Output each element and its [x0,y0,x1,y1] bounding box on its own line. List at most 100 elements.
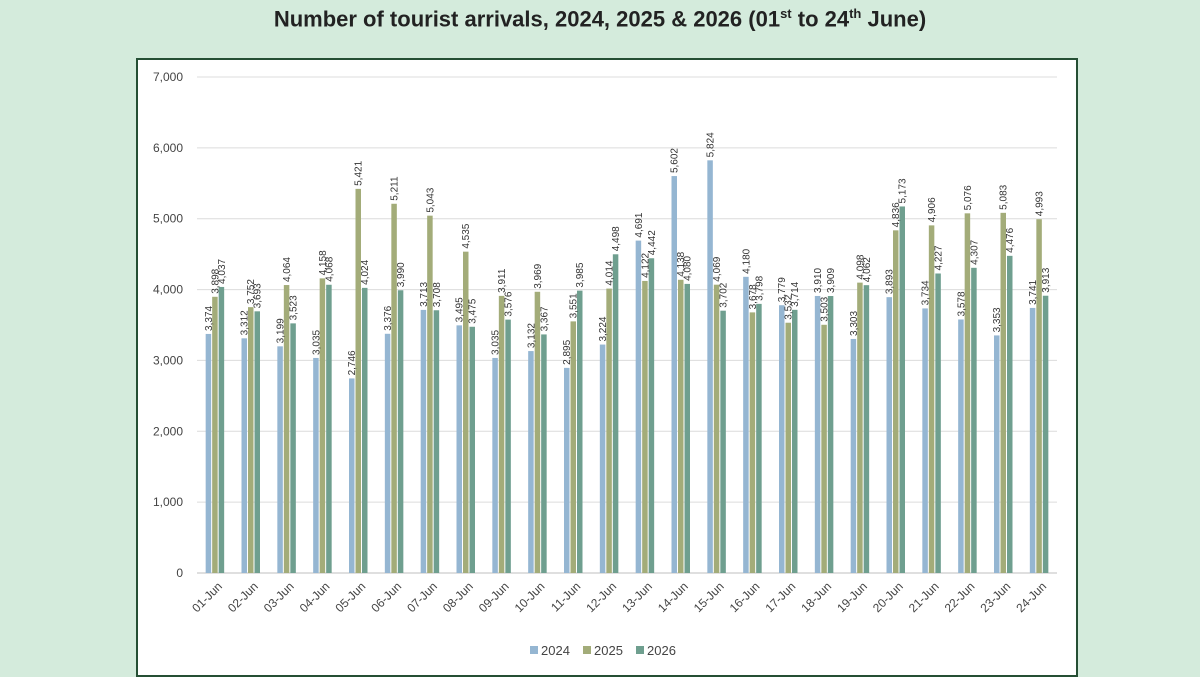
bar-2024-14-Jun [671,176,677,573]
bar-2024-08-Jun [456,325,462,573]
bar-2024-24-Jun [1029,307,1036,573]
data-label: 4,062 [862,257,873,282]
bar-2025-06-Jun [391,203,397,573]
data-label: 4,535 [461,223,472,248]
bar-2026-11-Jun [577,290,583,573]
data-label: 4,138 [676,251,687,276]
x-tick-label: 09-Jun [476,579,512,615]
y-tick-label: 0 [176,566,183,580]
bar-2026-13-Jun [648,258,655,573]
bar-2024-21-Jun [922,308,928,573]
bar-2024-18-Jun [814,295,821,573]
x-tick-label: 07-Jun [404,579,440,615]
data-label: 3,374 [204,305,215,330]
data-label: 3,353 [992,307,1003,332]
bar-2024-11-Jun [564,367,570,573]
data-label: 4,993 [1035,191,1046,216]
gridlines [197,76,1057,574]
data-label: 4,158 [318,250,329,275]
bars [205,160,1049,574]
bar-2025-23-Jun [1000,212,1006,574]
bar-2024-17-Jun [779,305,785,573]
data-label: 3,909 [826,268,837,293]
bar-2024-04-Jun [313,357,319,573]
y-tick-label: 1,000 [153,495,183,509]
bar-2026-18-Jun [827,296,834,573]
data-label: 5,076 [963,185,974,210]
bar-2025-21-Jun [928,225,935,573]
data-label: 2,746 [347,350,358,375]
bar-2024-22-Jun [958,319,964,573]
y-tick-label: 4,000 [153,283,183,297]
bar-2025-11-Jun [570,321,576,573]
bar-2026-16-Jun [756,303,762,573]
data-label: 3,551 [569,293,580,318]
bar-2024-13-Jun [635,240,642,574]
bar-2025-19-Jun [857,282,863,573]
data-label: 3,693 [253,283,264,308]
chart-title: Number of tourist arrivals, 2024, 2025 &… [0,6,1200,32]
bar-2025-17-Jun [785,322,791,573]
x-tick-label: 19-Jun [834,579,870,615]
legend-swatch [583,646,591,654]
bar-2025-24-Jun [1036,219,1042,574]
data-label: 4,498 [611,226,622,251]
x-tick-label: 23-Jun [978,579,1014,615]
x-tick-label: 08-Jun [440,579,476,615]
data-label: 3,199 [276,318,287,343]
title-text-middle: to 24 [791,6,850,32]
data-label: 3,913 [1041,267,1052,292]
data-label: 4,064 [282,257,293,282]
x-tick-label: 15-Jun [691,579,727,615]
bar-2026-04-Jun [326,284,332,573]
title-text: Number of tourist arrivals, 2024, 2025 &… [273,6,781,32]
data-label: 3,576 [504,291,515,316]
bar-2024-07-Jun [420,309,427,573]
bar-2024-16-Jun [743,276,749,573]
title-superscript-th: th [849,6,862,21]
data-label: 5,211 [390,176,401,201]
bar-2026-01-Jun [218,286,225,573]
data-label: 5,173 [898,178,909,203]
bar-2026-14-Jun [684,283,690,573]
data-label: 3,523 [289,295,300,320]
data-label: 3,495 [455,297,466,322]
x-tick-label: 02-Jun [225,579,261,615]
bar-2025-01-Jun [212,296,218,573]
legend-label: 2024 [541,643,570,658]
data-label: 4,068 [324,256,335,281]
data-label: 3,035 [491,329,502,354]
x-tick-label: 01-Jun [189,579,225,615]
data-label: 3,990 [396,262,407,287]
data-label: 4,122 [640,252,651,277]
bar-2026-10-Jun [541,334,547,573]
bar-2025-20-Jun [893,230,899,574]
bar-2024-15-Jun [707,160,713,573]
data-label: 3,475 [468,298,479,323]
x-tick-label: 22-Jun [942,579,978,615]
bar-2025-07-Jun [427,215,433,574]
x-tick-label: 05-Jun [333,579,369,615]
data-label: 3,708 [432,282,443,307]
bar-2026-06-Jun [397,290,404,573]
data-label: 4,836 [891,202,902,227]
bar-2025-09-Jun [498,295,505,573]
x-tick-label: 03-Jun [261,579,297,615]
data-label: 4,180 [741,248,752,273]
bar-2024-23-Jun [994,335,1000,573]
data-label: 5,083 [999,184,1010,209]
data-label: 4,024 [360,259,371,284]
y-axis-ticks: 0 1,000 2,000 3,000 4,000 5,000 6,000 7,000 [153,70,183,580]
data-label: 4,014 [605,260,616,285]
y-tick-label: 6,000 [153,141,183,155]
bar-2024-09-Jun [492,357,498,573]
data-label: 3,532 [784,294,795,319]
x-axis-ticks: 01-Jun 02-Jun 03-Jun 04-Jun 05-Jun 06-Jun 07-J… [189,579,1049,615]
y-tick-label: 2,000 [153,424,183,438]
bar-2024-12-Jun [599,344,606,573]
data-label: 3,752 [246,279,257,304]
bar-2024-02-Jun [241,338,247,573]
bar-2025-02-Jun [248,307,254,573]
bar-2026-24-Jun [1042,295,1049,573]
bar-2026-20-Jun [899,206,905,573]
